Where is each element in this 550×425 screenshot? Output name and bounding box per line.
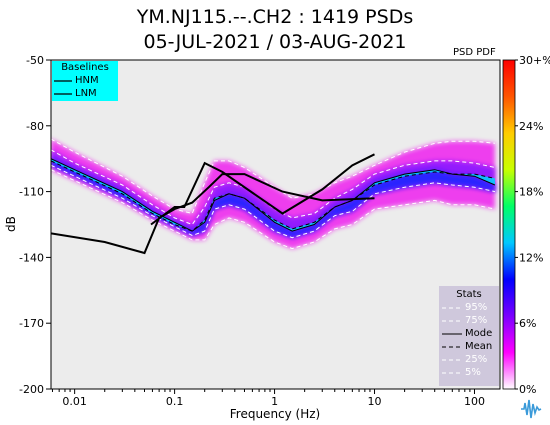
colorbar-tick-label: 12% — [519, 251, 543, 264]
legend-item-5: 5% — [439, 366, 499, 379]
stats-legend-title: Stats — [456, 289, 482, 300]
y-tick-label: -50 — [26, 54, 44, 67]
x-tick-label: 0.01 — [62, 395, 87, 408]
legend-item-label: LNM — [75, 88, 97, 99]
x-tick-label: 100 — [464, 395, 485, 408]
y-tick-label: -140 — [19, 251, 44, 264]
x-axis-label: Frequency (Hz) — [230, 407, 321, 421]
legend-item-hnm: HNM — [52, 74, 118, 87]
legend-item-label: 5% — [465, 367, 481, 378]
series-line-95pct — [51, 138, 495, 215]
series-line-mode — [51, 158, 496, 232]
x-tick-label: 0.1 — [166, 395, 184, 408]
legend-item-label: 25% — [465, 354, 488, 365]
legend-item-label: 75% — [465, 315, 488, 326]
plot-frame — [50, 59, 501, 390]
legend-item-mode: Mode — [439, 327, 499, 340]
legend-item-label: Mean — [465, 341, 493, 352]
density-band-outer — [51, 139, 495, 249]
y-axis-label: dB — [4, 216, 18, 232]
chart-subtitle: 05-JUL-2021 / 03-AUG-2021 — [143, 31, 407, 53]
colorbar-tick-label: 30+% — [519, 54, 550, 67]
x-tick-label: 10 — [368, 395, 382, 408]
y-tick-label: -200 — [19, 383, 44, 396]
colorbar-tick-label: 6% — [519, 317, 536, 330]
baselines-legend-title: Baselines — [61, 62, 109, 73]
legend-item-label: 95% — [465, 302, 488, 313]
colorbar-tick-label: 24% — [519, 120, 543, 133]
legend-item-95: 95% — [439, 301, 499, 314]
psd-lines — [51, 138, 496, 255]
x-axis: 0.01 0.1 1 10 100 — [51, 389, 485, 408]
series-line-25pct — [51, 164, 496, 239]
legend-item-25: 25% — [439, 353, 499, 366]
legend-item-label: Mode — [465, 328, 493, 339]
series-line-5pct — [51, 169, 496, 250]
colorbar-tick-label: 18% — [519, 186, 543, 199]
chart-title: YM.NJ115.--.CH2 : 1419 PSDs — [136, 6, 414, 28]
y-axis: -50 -80 -110 -140 -170 -200 — [19, 54, 51, 396]
colorbar — [502, 59, 516, 390]
colorbar-tick-label: 0% — [519, 383, 536, 396]
seismic-waveform-icon — [521, 399, 542, 419]
legend-item-mean: Mean — [439, 340, 499, 353]
colorbar-title: PSD PDF — [453, 47, 496, 58]
legend-item-label: HNM — [75, 75, 99, 86]
baselines-legend: Baselines HNM LNM — [52, 61, 118, 101]
legend-item-75: 75% — [439, 314, 499, 327]
y-tick-label: -170 — [19, 317, 44, 330]
colorbar-ticks: 0% 6% 12% 18% 24% 30+% — [515, 54, 550, 396]
stats-legend: Stats 95% 75% Mode Mean 25% 5% — [439, 286, 499, 386]
series-line-lnm — [51, 173, 375, 255]
x-tick-label: 1 — [271, 395, 278, 408]
y-tick-label: -110 — [19, 186, 44, 199]
y-tick-label: -80 — [26, 120, 44, 133]
legend-item-lnm: LNM — [52, 87, 118, 100]
